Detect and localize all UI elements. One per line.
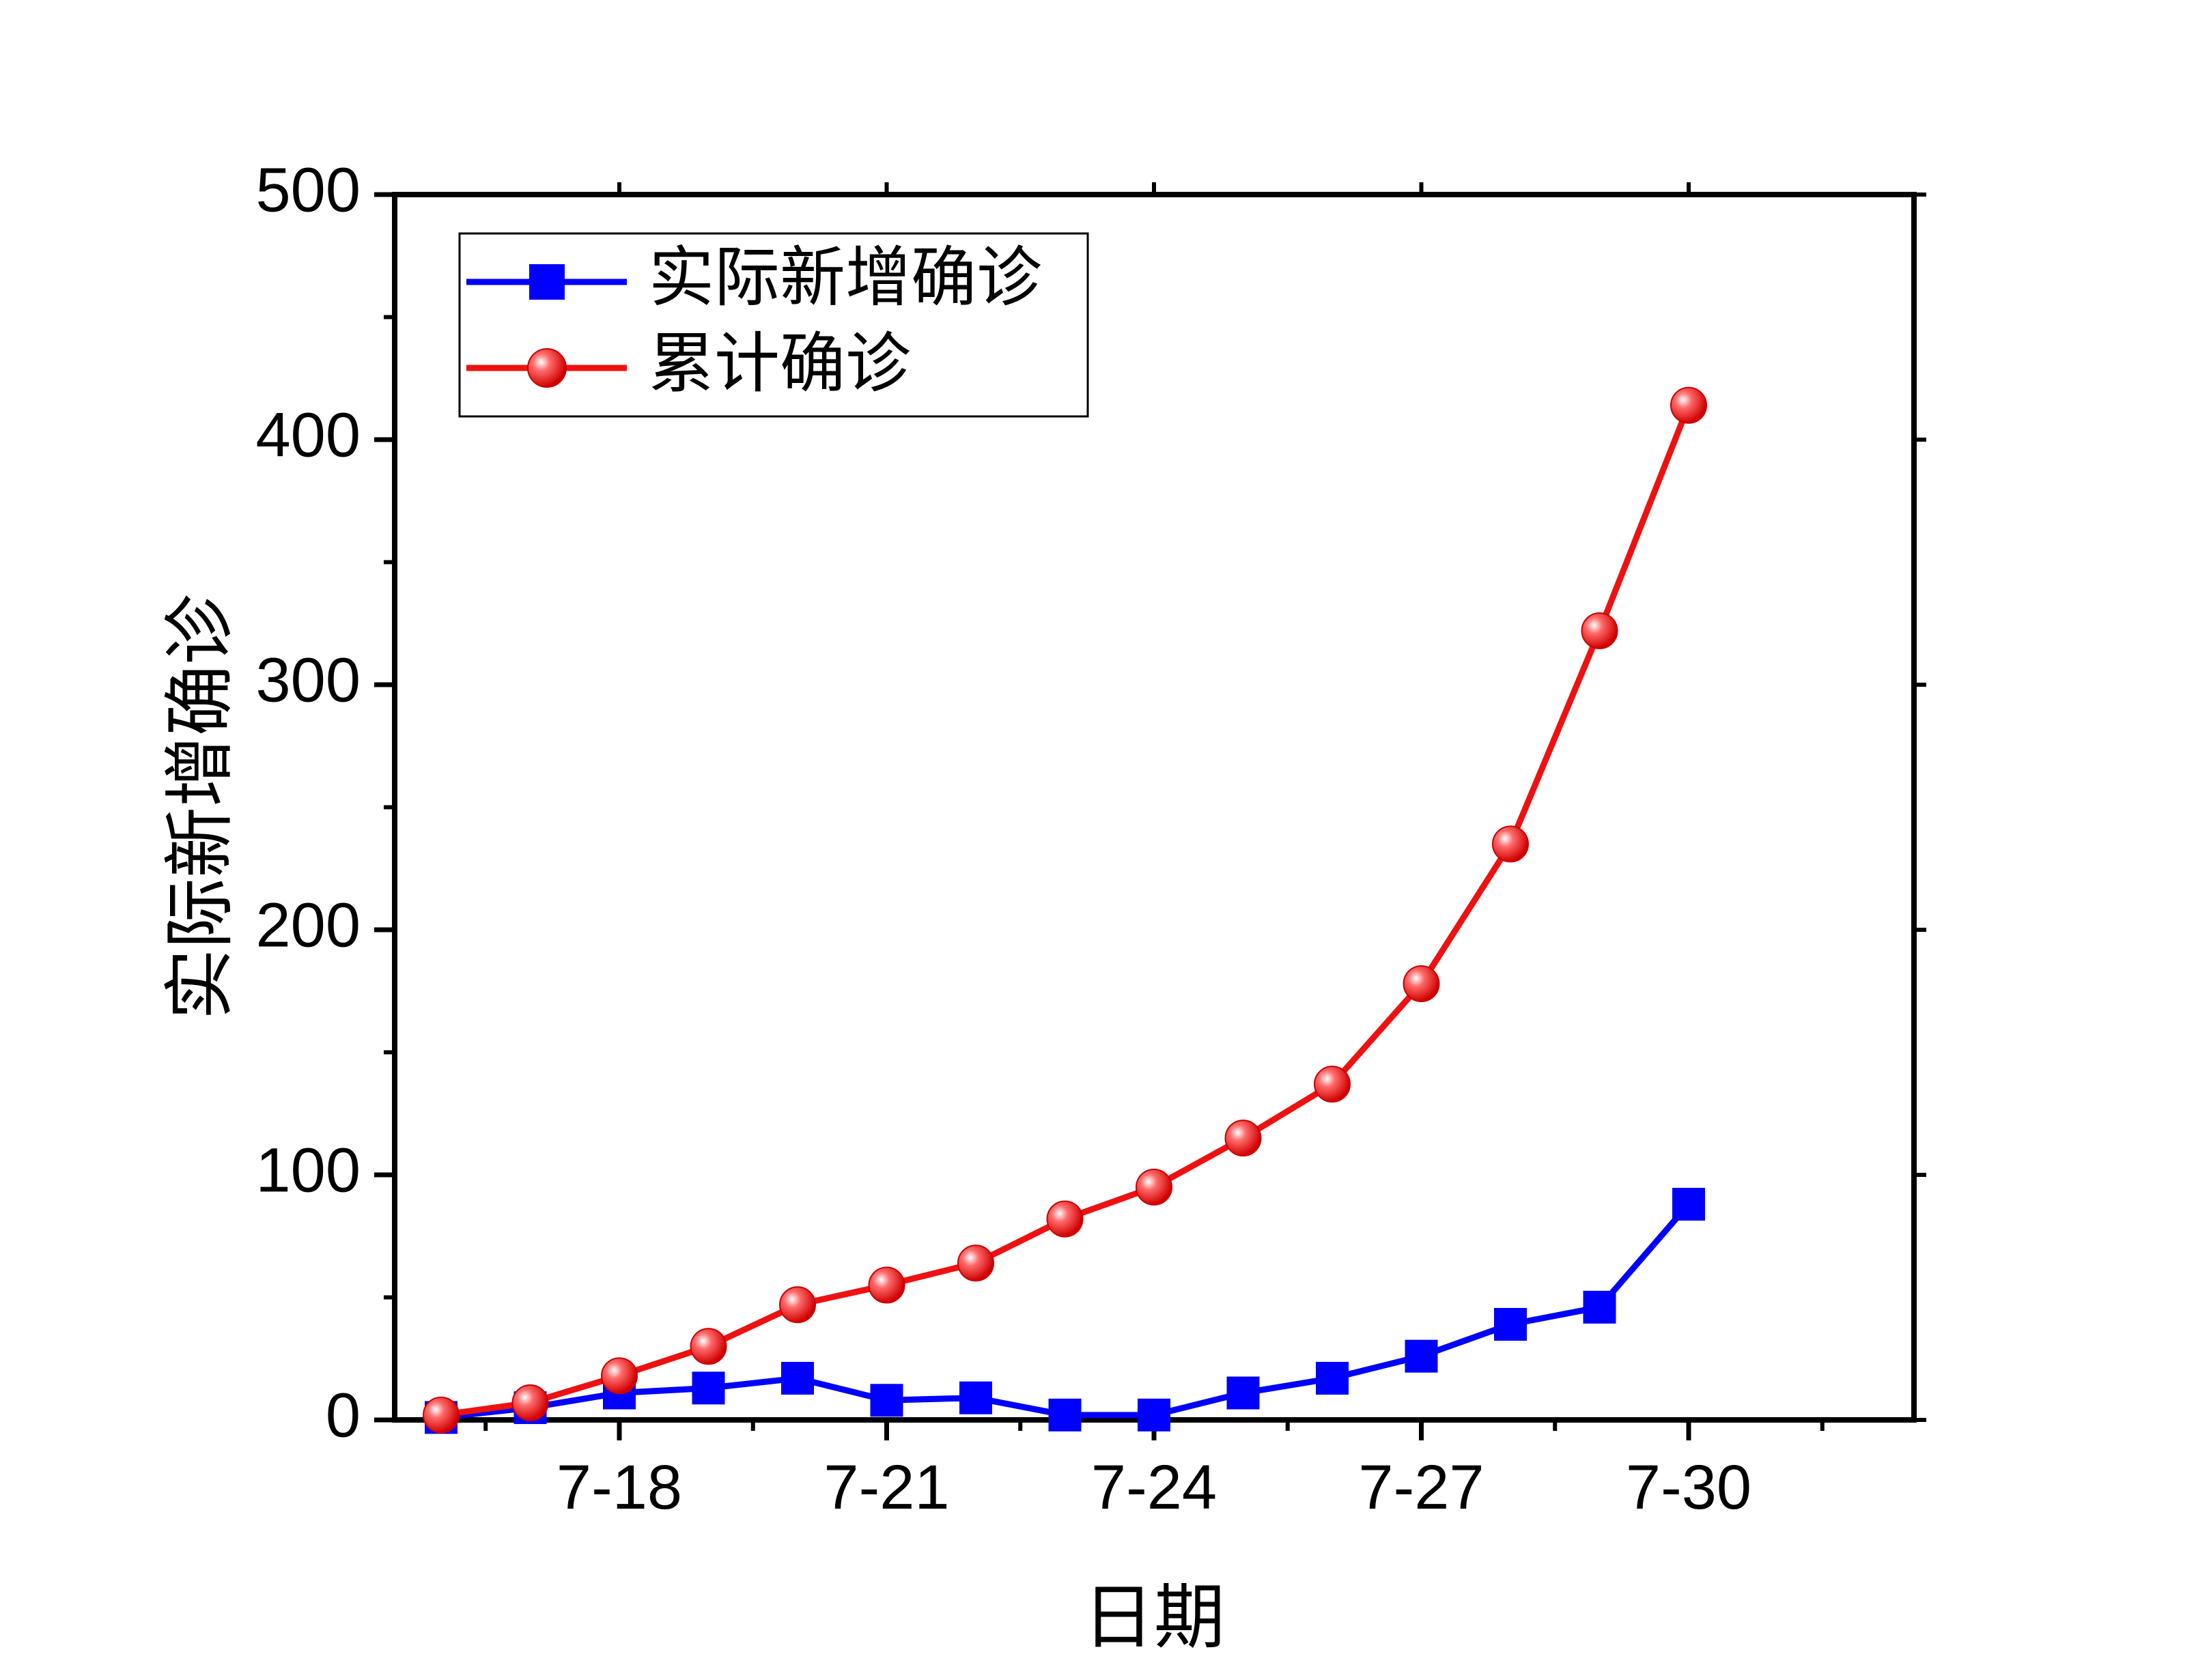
x-tick-label: 7-27 [1358,1453,1484,1522]
y-tick-label: 0 [326,1380,361,1450]
data-point-circle [1670,386,1707,424]
y-tick-label: 200 [256,890,361,960]
legend-marker-total [527,348,567,388]
data-point-circle [1046,1200,1084,1238]
data-point-circle [1403,965,1440,1002]
x-tick-label: 7-24 [1091,1453,1217,1522]
series-layer [423,386,1707,1434]
data-point-circle [779,1286,816,1324]
series-line [440,404,1692,1419]
x-tick-label: 7-18 [557,1453,682,1522]
data-point-square [1494,1307,1527,1341]
data-point-circle [868,1266,905,1304]
legend-label-total: 累计确诊 [649,325,911,401]
data-point-circle [957,1244,994,1282]
data-point-circle [511,1384,549,1421]
data-point-circle [1224,1120,1262,1157]
x-axis-title: 日期 [1083,1576,1225,1659]
data-point-square [1226,1376,1260,1410]
data-point-circle [1314,1066,1351,1103]
data-point-square [870,1384,903,1417]
data-point-circle [1581,612,1618,650]
x-tick-label: 7-21 [824,1453,949,1522]
y-tick-label: 300 [256,645,361,715]
data-point-square [1138,1398,1170,1432]
x-axis: 7-18 7-21 7-24 7-27 7-30 [483,182,1825,1522]
data-point-square [1583,1290,1616,1324]
data-point-circle [423,1396,460,1434]
data-point-square [1672,1188,1705,1221]
data-point-square [1405,1339,1438,1373]
data-point-square [959,1381,992,1414]
y-axis-title: 实际新增确诊 [158,594,241,1020]
data-point-circle [690,1328,727,1365]
data-point-square [1048,1398,1082,1432]
legend: 实际新增确诊 累计确诊 [458,232,1089,418]
data-point-square [692,1371,725,1405]
data-point-circle [601,1357,638,1395]
x-tick-label: 7-30 [1626,1453,1751,1522]
legend-marker-new [529,264,565,300]
legend-box [458,232,1089,418]
y-axis: 0 100 200 300 400 500 [256,155,1926,1450]
y-tick-label: 400 [256,400,361,470]
data-point-square [781,1361,814,1395]
data-point-square [1316,1361,1349,1395]
data-point-circle [1136,1168,1172,1206]
y-tick-label: 100 [256,1135,361,1205]
legend-label-new: 实际新增确诊 [649,239,1042,315]
y-tick-label: 500 [256,155,361,225]
data-point-circle [1492,825,1529,863]
